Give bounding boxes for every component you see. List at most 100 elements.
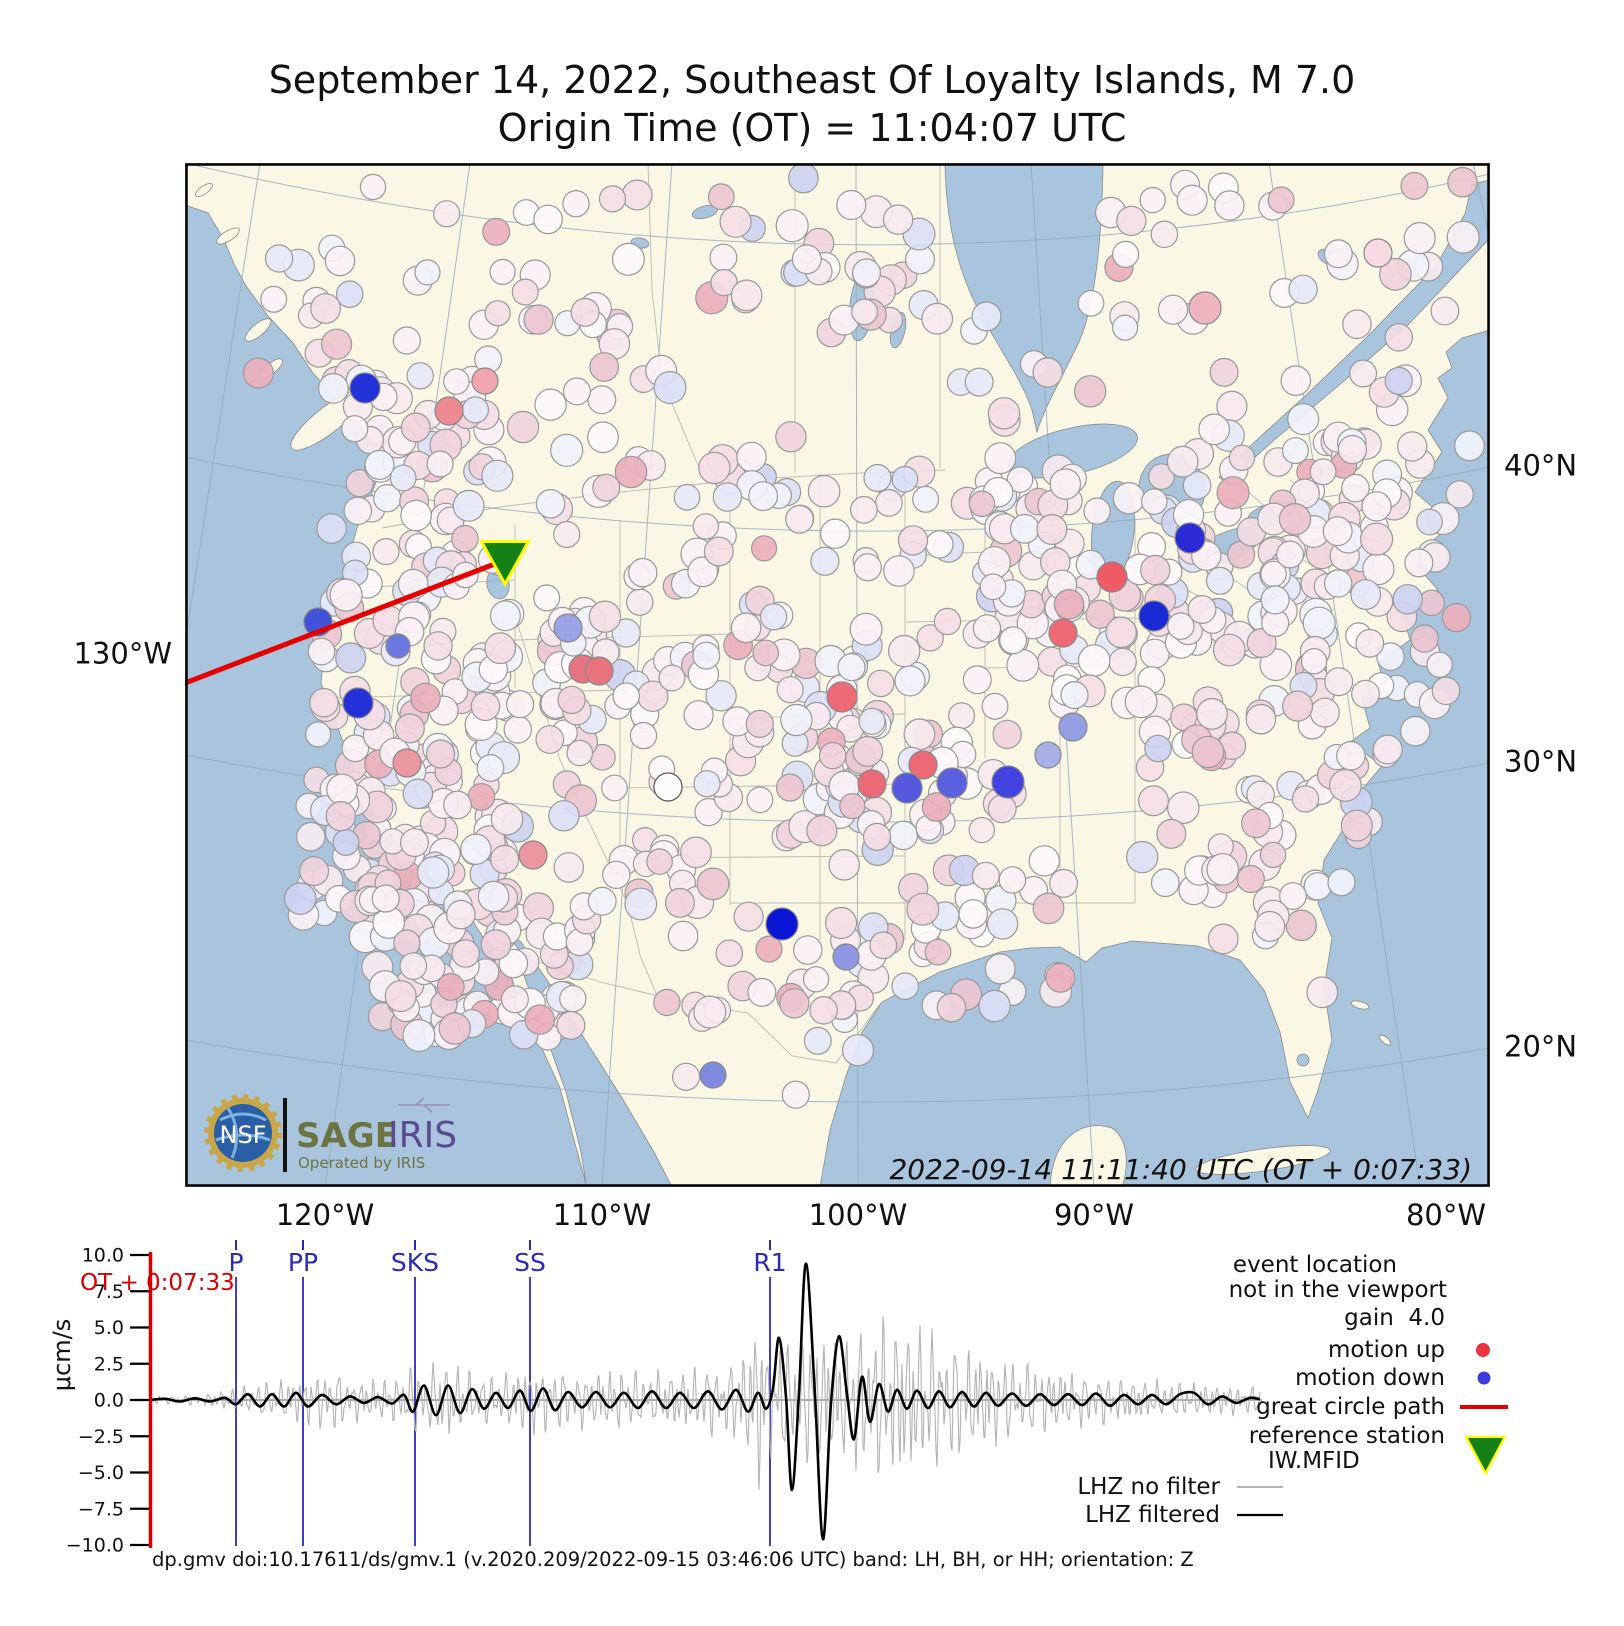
station-dot[interactable] bbox=[671, 1062, 701, 1091]
station-dot[interactable] bbox=[1009, 513, 1040, 544]
station-dot[interactable] bbox=[683, 700, 714, 731]
station-dot[interactable] bbox=[746, 786, 774, 814]
station-dot[interactable] bbox=[1236, 864, 1265, 894]
station-dot[interactable] bbox=[587, 421, 619, 454]
station-dot[interactable] bbox=[964, 367, 994, 397]
station-dot[interactable] bbox=[423, 631, 453, 661]
station-dot[interactable] bbox=[687, 556, 719, 588]
station-dot[interactable] bbox=[342, 687, 374, 719]
station-dot[interactable] bbox=[587, 886, 617, 916]
station-dot[interactable] bbox=[535, 725, 565, 754]
station-dot[interactable] bbox=[984, 442, 1017, 475]
station-dot[interactable] bbox=[1112, 482, 1146, 515]
station-dot[interactable] bbox=[1259, 841, 1287, 869]
station-dot[interactable] bbox=[863, 463, 892, 493]
station-dot[interactable] bbox=[1166, 445, 1199, 478]
station-dot[interactable] bbox=[477, 880, 510, 913]
station-dot[interactable] bbox=[518, 840, 548, 870]
station-dot[interactable] bbox=[1400, 715, 1431, 747]
station-dot[interactable] bbox=[343, 496, 373, 526]
station-dot[interactable] bbox=[341, 734, 370, 763]
station-dot[interactable] bbox=[819, 741, 847, 770]
station-dot[interactable] bbox=[511, 278, 539, 306]
station-dot[interactable] bbox=[759, 603, 788, 631]
station-dot[interactable] bbox=[1140, 554, 1171, 586]
station-dot[interactable] bbox=[1260, 585, 1290, 615]
station-dot[interactable] bbox=[1144, 734, 1172, 763]
station-dot[interactable] bbox=[850, 495, 878, 524]
station-dot[interactable] bbox=[703, 536, 734, 567]
station-dot[interactable] bbox=[1447, 166, 1478, 198]
station-dot[interactable] bbox=[837, 653, 866, 682]
station-dot[interactable] bbox=[962, 665, 992, 695]
station-dot[interactable] bbox=[460, 833, 492, 865]
station-dot[interactable] bbox=[719, 205, 752, 238]
station-dot[interactable] bbox=[364, 449, 395, 480]
station-dot[interactable] bbox=[807, 474, 841, 508]
station-dot[interactable] bbox=[869, 931, 898, 960]
station-dot[interactable] bbox=[925, 530, 954, 559]
station-dot[interactable] bbox=[524, 1004, 556, 1035]
station-dot[interactable] bbox=[852, 735, 884, 767]
station-dot[interactable] bbox=[611, 242, 645, 276]
station-dot[interactable] bbox=[1337, 434, 1368, 465]
station-dot[interactable] bbox=[1174, 522, 1206, 554]
station-dot[interactable] bbox=[484, 300, 511, 327]
station-dot[interactable] bbox=[1279, 882, 1307, 910]
station-dot[interactable] bbox=[1138, 600, 1170, 632]
station-dot[interactable] bbox=[1125, 840, 1159, 874]
station-dot[interactable] bbox=[612, 682, 640, 710]
station-dot[interactable] bbox=[1032, 357, 1063, 388]
station-dot[interactable] bbox=[1187, 594, 1217, 624]
station-dot[interactable] bbox=[309, 687, 339, 718]
station-dot[interactable] bbox=[968, 816, 996, 844]
station-dot[interactable] bbox=[341, 415, 369, 443]
station-dot[interactable] bbox=[903, 718, 936, 751]
station-dot[interactable] bbox=[1034, 741, 1062, 769]
station-dot[interactable] bbox=[1111, 240, 1140, 268]
station-dot[interactable] bbox=[891, 772, 923, 804]
station-dot[interactable] bbox=[921, 302, 954, 335]
station-dot[interactable] bbox=[1342, 309, 1372, 339]
station-dot[interactable] bbox=[693, 770, 721, 798]
station-dot[interactable] bbox=[438, 1012, 471, 1045]
station-dot[interactable] bbox=[803, 1026, 832, 1055]
station-dot[interactable] bbox=[1045, 962, 1076, 993]
station-dot[interactable] bbox=[1275, 540, 1304, 569]
station-dot[interactable] bbox=[1403, 222, 1436, 255]
station-dot[interactable] bbox=[785, 504, 814, 534]
station-dot[interactable] bbox=[1085, 599, 1115, 629]
station-dot[interactable] bbox=[470, 691, 501, 722]
station-dot[interactable] bbox=[916, 624, 944, 652]
station-dot[interactable] bbox=[1267, 186, 1295, 214]
station-dot[interactable] bbox=[467, 783, 496, 811]
station-dot[interactable] bbox=[1048, 618, 1078, 648]
station-dot[interactable] bbox=[810, 546, 840, 576]
station-dot[interactable] bbox=[851, 258, 881, 288]
station-dot[interactable] bbox=[1306, 976, 1339, 1009]
station-dot[interactable] bbox=[316, 513, 347, 544]
station-dot[interactable] bbox=[553, 852, 585, 883]
station-dot[interactable] bbox=[557, 685, 586, 715]
station-dot[interactable] bbox=[776, 676, 804, 704]
station-dot[interactable] bbox=[332, 828, 360, 856]
station-dot[interactable] bbox=[736, 441, 767, 473]
station-dot[interactable] bbox=[984, 953, 1016, 985]
station-dot[interactable] bbox=[1150, 220, 1179, 249]
station-dot[interactable] bbox=[589, 352, 620, 382]
station-dot[interactable] bbox=[1278, 503, 1312, 536]
station-dot[interactable] bbox=[924, 938, 952, 966]
station-dot[interactable] bbox=[570, 297, 600, 327]
station-dot[interactable] bbox=[1139, 638, 1170, 669]
station-dot[interactable] bbox=[1212, 633, 1246, 667]
station-dot[interactable] bbox=[436, 973, 465, 1001]
station-dot[interactable] bbox=[755, 935, 783, 963]
station-dot[interactable] bbox=[242, 357, 274, 389]
station-dot[interactable] bbox=[680, 836, 712, 869]
station-dot[interactable] bbox=[264, 244, 294, 273]
station-dot[interactable] bbox=[1245, 703, 1277, 735]
station-dot[interactable] bbox=[556, 1010, 586, 1040]
station-dot[interactable] bbox=[611, 618, 641, 648]
station-dot[interactable] bbox=[548, 800, 580, 832]
station-dot[interactable] bbox=[936, 767, 968, 799]
